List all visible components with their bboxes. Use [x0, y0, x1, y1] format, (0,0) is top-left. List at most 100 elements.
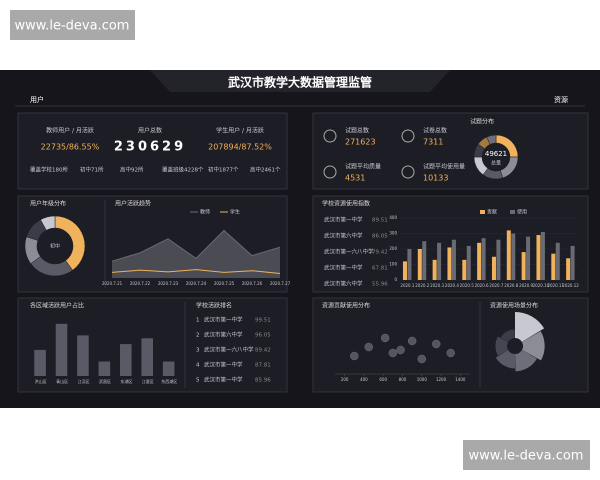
- x-tick-label: 2020.10: [533, 283, 550, 288]
- line: [111, 229, 281, 262]
- bar: [447, 247, 452, 280]
- watermark-box: [463, 440, 590, 470]
- x-tick-label: 2020.1: [400, 283, 414, 288]
- pie-slice: [40, 215, 56, 231]
- x-tick-label: 2020.7.21: [102, 281, 123, 286]
- bar: [55, 323, 68, 376]
- rank-num: 4: [196, 363, 200, 369]
- bar: [496, 239, 501, 280]
- stat-label: 试卷总数: [423, 127, 447, 135]
- bar: [511, 233, 516, 280]
- x-tick-label: 武昌区: [99, 378, 111, 384]
- bar: [141, 338, 153, 376]
- bar: [451, 239, 456, 280]
- icon: [401, 129, 415, 143]
- bar: [437, 242, 442, 280]
- stat-value: 271623: [345, 138, 376, 147]
- x-tick-label: 东西湖区: [161, 378, 177, 384]
- y-tick-label: 100: [389, 262, 397, 267]
- bar: [98, 361, 111, 376]
- stat-label: 试题总数: [345, 127, 369, 135]
- legend-swatch: [510, 210, 515, 214]
- x-tick-label: 洪山区: [35, 378, 47, 384]
- rank-value: 99.51: [255, 318, 271, 324]
- x-tick-label: 2020.11: [547, 283, 564, 288]
- y-tick-label: 300: [389, 231, 397, 236]
- rank-value: 87.81: [255, 363, 271, 369]
- y-tick-label: 400: [389, 215, 397, 220]
- bar: [120, 344, 132, 376]
- list-name: 武汉市第一中学: [324, 264, 363, 272]
- x-tick-label: 2020.5: [460, 283, 474, 288]
- rank-name: 武汉市第一中学: [204, 316, 243, 324]
- list-value: 55.96: [372, 282, 388, 288]
- x-tick-label: 2020.7.27: [270, 281, 291, 286]
- bar: [432, 259, 437, 280]
- point: [350, 351, 359, 361]
- coverage: 高中2461个: [250, 166, 281, 174]
- rank-value: 85.96: [255, 378, 271, 384]
- bar: [77, 335, 89, 376]
- coverage: 覆盖学校180所: [30, 166, 68, 174]
- x-tick-label: 800: [399, 377, 407, 382]
- line: [111, 269, 281, 275]
- x-tick-label: 600: [379, 377, 387, 382]
- rank-name: 武汉市第六中学: [204, 331, 243, 339]
- point: [380, 333, 390, 343]
- chart-title: 各区域活跃用户占比: [30, 302, 84, 310]
- x-tick-label: 2020.3: [430, 283, 444, 288]
- point: [396, 345, 405, 355]
- legend-label: 教师: [200, 209, 210, 216]
- x-tick-label: 400: [360, 377, 368, 382]
- watermark: www.le-deva.com: [469, 449, 584, 464]
- chart-title: 学校资源使用指数: [322, 200, 370, 208]
- x-tick-label: 2020.7.24: [186, 281, 207, 286]
- bar: [162, 361, 175, 376]
- legend-swatch: [480, 210, 485, 214]
- x-tick-label: 1000: [417, 377, 428, 382]
- x-tick-label: 2020.6: [475, 283, 489, 288]
- rank-num: 1: [196, 318, 200, 324]
- watermark-box: [10, 10, 135, 40]
- x-tick-label: 2020.4: [445, 283, 459, 288]
- x-tick-label: 2020.7: [489, 283, 503, 288]
- x-tick-label: 2020.7.26: [242, 281, 263, 286]
- watermark: www.le-deva.com: [15, 19, 130, 34]
- stat-value: 22735/86.55%: [41, 143, 100, 152]
- coverage: 覆盖班级4228个: [162, 166, 204, 174]
- bar: [417, 249, 422, 280]
- chart-title: 用户年级分布: [30, 200, 66, 208]
- stat-value: 10133: [423, 174, 448, 183]
- y-tick-label: 200: [389, 246, 397, 251]
- stat-label: 教师用户 / 月活跃: [46, 127, 94, 135]
- rank-name: 武汉市第一中学: [204, 376, 243, 384]
- rank-num: 2: [196, 333, 200, 339]
- stat-value: 4531: [345, 174, 365, 183]
- list-name: 武汉市第六中学: [324, 280, 363, 288]
- bar: [555, 242, 560, 280]
- x-tick-label: 2020.7.25: [214, 281, 235, 286]
- rank-value: 89.42: [255, 348, 271, 354]
- stat-label: 试题平均使用量: [423, 163, 465, 171]
- legend-label: 使用: [517, 209, 527, 216]
- rose-sector: [495, 350, 515, 369]
- point: [388, 348, 398, 358]
- point: [407, 336, 417, 346]
- x-tick-label: 2020.9: [519, 283, 533, 288]
- center-value: 49621: [485, 150, 507, 158]
- bar: [536, 235, 541, 280]
- coverage: 高中92所: [120, 166, 144, 174]
- bar: [566, 258, 571, 280]
- bar: [506, 230, 511, 280]
- x-tick-label: 青山区: [56, 378, 68, 384]
- icon: [323, 165, 337, 179]
- stat-label: 学生用户 / 月活跃: [216, 127, 264, 135]
- list-name: 武汉市第一六八中学: [324, 248, 374, 256]
- coverage: 初中1877个: [208, 166, 239, 174]
- stat-value: 7311: [423, 138, 443, 147]
- icon: [401, 165, 415, 179]
- point: [432, 339, 441, 349]
- x-tick-label: 200: [341, 377, 349, 382]
- point: [364, 342, 373, 352]
- x-tick-label: 2020.7.23: [158, 281, 179, 286]
